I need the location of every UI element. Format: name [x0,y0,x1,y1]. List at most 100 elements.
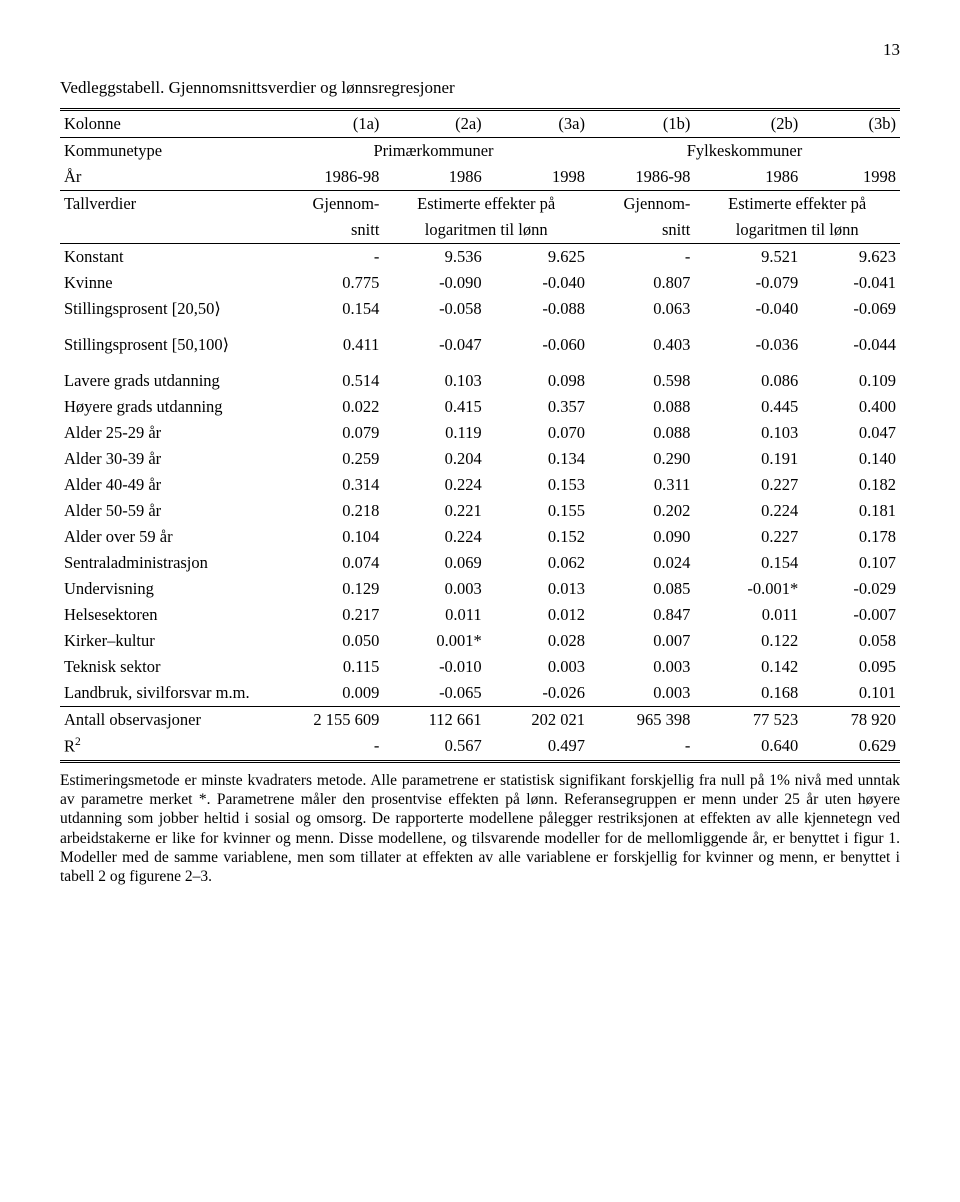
cell: 0.227 [694,524,802,550]
hdr-sn1: snitt [278,217,383,244]
hdr-primaer: Primærkommuner [278,138,589,165]
cell: -0.036 [694,332,802,358]
cell: 0.011 [694,602,802,628]
table-row: Alder over 59 år0.1040.2240.1520.0900.22… [60,524,900,550]
cell: -0.069 [802,296,900,322]
row-label: Antall observasjoner [60,707,278,734]
cell: 0.003 [383,576,485,602]
table-row: Lavere grads utdanning0.5140.1030.0980.5… [60,368,900,394]
cell: -0.041 [802,270,900,296]
cell: 0.022 [278,394,383,420]
row-label: Stillingsprosent [20,50⟩ [60,296,278,322]
hdr-y6: 1998 [802,164,900,191]
table-title: Vedleggstabell. Gjennomsnittsverdier og … [60,78,900,98]
table-row: Alder 50-59 år0.2180.2210.1550.2020.2240… [60,498,900,524]
cell: -0.029 [802,576,900,602]
cell: 0.095 [802,654,900,680]
cell: -0.026 [486,680,589,707]
cell: 0.024 [589,550,694,576]
row-label: Helsesektoren [60,602,278,628]
cell: - [589,733,694,761]
footer-row: Antall observasjoner2 155 609112 661202 … [60,707,900,734]
cell: -0.079 [694,270,802,296]
row-label: R2 [60,733,278,761]
hdr-kommunetype: Kommunetype [60,138,278,165]
row-label: Alder 25-29 år [60,420,278,446]
cell: 0.103 [383,368,485,394]
cell: 9.521 [694,244,802,271]
cell: 0.204 [383,446,485,472]
table-row: Høyere grads utdanning0.0220.4150.3570.0… [60,394,900,420]
cell: 78 920 [802,707,900,734]
cell: -0.010 [383,654,485,680]
cell: 9.536 [383,244,485,271]
cell: 112 661 [383,707,485,734]
cell: 0.314 [278,472,383,498]
cell: 0.050 [278,628,383,654]
table-row: Alder 40-49 år0.3140.2240.1530.3110.2270… [60,472,900,498]
cell: - [589,244,694,271]
row-label: Konstant [60,244,278,271]
row-label: Alder 30-39 år [60,446,278,472]
cell: 0.119 [383,420,485,446]
cell: 0.224 [383,472,485,498]
table-row: Sentraladministrasjon0.0740.0690.0620.02… [60,550,900,576]
cell: 202 021 [486,707,589,734]
cell: 0.775 [278,270,383,296]
cell: 0.003 [486,654,589,680]
cell: 0.074 [278,550,383,576]
cell: 0.154 [278,296,383,322]
cell: 0.514 [278,368,383,394]
cell: 0.115 [278,654,383,680]
hdr-gj2: Gjennom- [589,191,694,218]
cell: 0.001* [383,628,485,654]
table-row: Konstant-9.5369.625-9.5219.623 [60,244,900,271]
cell: 0.311 [589,472,694,498]
hdr-y1: 1986-98 [278,164,383,191]
row-label: Undervisning [60,576,278,602]
table-row: Kirker–kultur0.0500.001*0.0280.0070.1220… [60,628,900,654]
cell: 0.011 [383,602,485,628]
cell: 0.062 [486,550,589,576]
cell: 965 398 [589,707,694,734]
cell: 0.069 [383,550,485,576]
cell: 0.129 [278,576,383,602]
hdr-fylkes: Fylkeskommuner [589,138,900,165]
row-label: Lavere grads utdanning [60,368,278,394]
cell: 0.218 [278,498,383,524]
cell: -0.007 [802,602,900,628]
hdr-c5: (2b) [694,110,802,138]
cell: 0.259 [278,446,383,472]
cell: 0.567 [383,733,485,761]
cell: 0.003 [589,680,694,707]
cell: 0.640 [694,733,802,761]
cell: 0.103 [694,420,802,446]
cell: 0.445 [694,394,802,420]
hdr-tallverdier: Tallverdier [60,191,278,218]
hdr-log2: logaritmen til lønn [694,217,900,244]
cell: 0.085 [589,576,694,602]
row-label: Kvinne [60,270,278,296]
table-row: Landbruk, sivilforsvar m.m.0.009-0.065-0… [60,680,900,707]
hdr-y5: 1986 [694,164,802,191]
cell: 0.497 [486,733,589,761]
row-label: Alder 50-59 år [60,498,278,524]
cell: 9.625 [486,244,589,271]
row-label: Sentraladministrasjon [60,550,278,576]
hdr-sn2: snitt [589,217,694,244]
cell: 0.098 [486,368,589,394]
cell: -0.040 [486,270,589,296]
cell: 0.122 [694,628,802,654]
cell: -0.040 [694,296,802,322]
cell: 0.152 [486,524,589,550]
cell: 0.134 [486,446,589,472]
cell: 0.224 [694,498,802,524]
hdr-c6: (3b) [802,110,900,138]
cell: -0.058 [383,296,485,322]
cell: 0.007 [589,628,694,654]
cell: 0.182 [802,472,900,498]
cell: 0.202 [589,498,694,524]
footer-row: R2-0.5670.497-0.6400.629 [60,733,900,761]
cell: 0.153 [486,472,589,498]
cell: -0.047 [383,332,485,358]
